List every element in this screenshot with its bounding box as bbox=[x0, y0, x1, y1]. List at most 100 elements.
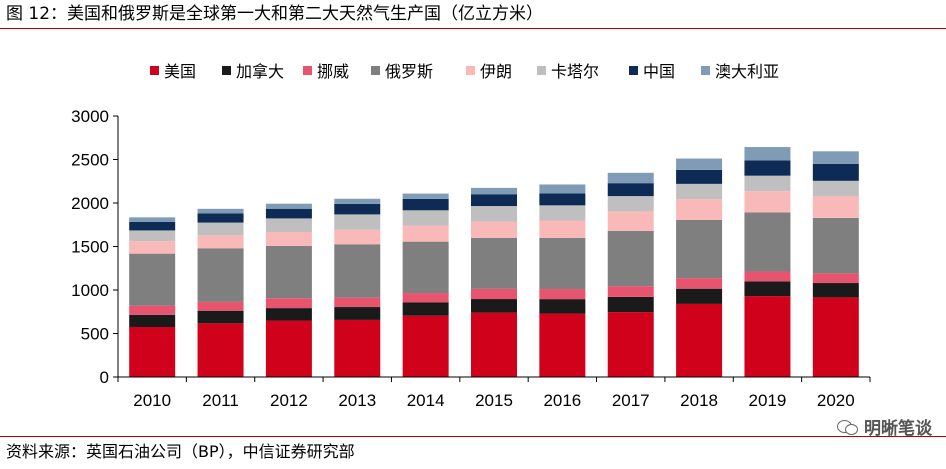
x-tick-label-2014: 2014 bbox=[407, 391, 445, 410]
legend-label-3: 挪威 bbox=[317, 62, 350, 81]
bar-segment-2013-6 bbox=[334, 214, 381, 230]
bar-segment-2020-3 bbox=[812, 273, 859, 284]
bar-segment-2014-3 bbox=[402, 293, 449, 303]
legend-item-4: 俄罗斯 bbox=[371, 58, 433, 82]
y-tick-label-3000: 3000 bbox=[71, 107, 109, 126]
bar-segment-2018-3 bbox=[676, 278, 723, 289]
legend-item-5: 伊朗 bbox=[466, 58, 512, 82]
bar-segment-2015-4 bbox=[471, 237, 517, 289]
legend-swatch-6 bbox=[537, 65, 546, 75]
legend-item-8: 澳大利亚 bbox=[701, 58, 779, 82]
legend-swatch-1 bbox=[150, 65, 159, 75]
bar-segment-2013-4 bbox=[334, 244, 381, 298]
bar-segment-2016-2 bbox=[539, 299, 586, 314]
figure-title: 图 12：美国和俄罗斯是全球第一大和第二大天然气生产国（亿立方米） bbox=[6, 4, 544, 24]
legend-swatch-4 bbox=[371, 65, 380, 75]
bar-segment-2015-8 bbox=[471, 187, 517, 195]
bar-segment-2017-7 bbox=[607, 183, 654, 197]
bar-segment-2016-3 bbox=[539, 289, 586, 300]
bar-segment-2013-8 bbox=[334, 198, 381, 204]
y-tick-label-1500: 1500 bbox=[71, 238, 109, 257]
bar-segment-2015-7 bbox=[471, 194, 517, 207]
legend-item-7: 中国 bbox=[629, 58, 675, 82]
y-tick-label-1000: 1000 bbox=[71, 281, 109, 300]
bar-segment-2010-6 bbox=[129, 230, 176, 242]
legend-label-6: 卡塔尔 bbox=[551, 62, 600, 81]
bar-segment-2020-4 bbox=[812, 217, 859, 274]
bar-segment-2011-4 bbox=[197, 248, 244, 302]
bar-segment-2013-3 bbox=[334, 297, 381, 308]
bar-segment-2017-8 bbox=[607, 172, 654, 184]
bar-segment-2012-5 bbox=[265, 232, 312, 246]
bar-segment-2016-1 bbox=[539, 313, 586, 377]
legend-item-1: 美国 bbox=[150, 58, 196, 82]
bar-segment-2016-5 bbox=[539, 220, 586, 238]
legend-swatch-5 bbox=[466, 65, 475, 75]
bar-segment-2012-8 bbox=[265, 203, 312, 209]
x-tick-label-2011: 2011 bbox=[202, 391, 239, 410]
legend-label-5: 伊朗 bbox=[480, 62, 513, 81]
bar-segment-2012-6 bbox=[265, 218, 312, 233]
bar-segment-2011-8 bbox=[197, 208, 244, 214]
bar-segment-2011-3 bbox=[197, 301, 244, 311]
bar-segment-2010-5 bbox=[129, 241, 176, 254]
legend-label-4: 俄罗斯 bbox=[385, 62, 434, 81]
y-tick-label-2000: 2000 bbox=[71, 194, 109, 213]
bar-segment-2018-1 bbox=[676, 303, 723, 377]
bar-segment-2019-5 bbox=[744, 191, 791, 213]
bar-segment-2017-6 bbox=[607, 196, 654, 212]
legend-swatch-3 bbox=[303, 65, 312, 75]
bar-segment-2015-2 bbox=[471, 299, 517, 313]
legend-swatch-8 bbox=[701, 65, 710, 75]
axes-layer: 0 500 1000 1500 2000 2500 3000 2010 2011 2012 2013… bbox=[71, 107, 871, 410]
y-tick-label-0: 0 bbox=[100, 368, 109, 387]
bar-segment-2011-2 bbox=[197, 310, 244, 324]
legend-swatch-2 bbox=[222, 65, 231, 75]
x-tick-label-2010: 2010 bbox=[133, 391, 171, 410]
bar-segment-2019-3 bbox=[744, 271, 791, 282]
title-divider bbox=[0, 28, 946, 29]
bar-segment-2020-6 bbox=[812, 180, 859, 197]
bar-segment-2010-4 bbox=[129, 253, 176, 306]
legend-label-1: 美国 bbox=[164, 62, 197, 81]
x-tick-label-2012: 2012 bbox=[270, 391, 308, 410]
bar-segment-2014-8 bbox=[402, 193, 449, 199]
bar-segment-2018-4 bbox=[676, 219, 723, 279]
bar-segment-2019-6 bbox=[744, 175, 791, 192]
bar-segment-2010-7 bbox=[129, 221, 176, 231]
bar-segment-2011-6 bbox=[197, 222, 244, 236]
y-tick-label-2500: 2500 bbox=[71, 151, 109, 170]
wechat-icon bbox=[837, 419, 859, 435]
bar-segment-2013-2 bbox=[334, 307, 381, 320]
x-tick-label-2016: 2016 bbox=[543, 391, 581, 410]
bar-segment-2013-7 bbox=[334, 203, 381, 215]
legend-label-2: 加拿大 bbox=[236, 62, 285, 81]
bar-segment-2014-7 bbox=[402, 198, 449, 211]
legend-swatch-7 bbox=[629, 65, 638, 75]
y-tick-label-500: 500 bbox=[81, 325, 109, 344]
x-tick-label-2015: 2015 bbox=[475, 391, 513, 410]
watermark: 明晰笔谈 bbox=[837, 414, 932, 439]
chart-legend: 美国 加拿大 挪威 俄罗斯 伊朗 卡塔尔 中国 澳大利亚 bbox=[0, 58, 946, 82]
bar-segment-2012-2 bbox=[265, 308, 312, 321]
bar-segment-2018-2 bbox=[676, 288, 723, 304]
bar-segment-2011-1 bbox=[197, 323, 244, 377]
x-tick-label-2019: 2019 bbox=[749, 391, 787, 410]
bar-segment-2020-7 bbox=[812, 163, 859, 181]
bar-segment-2013-5 bbox=[334, 229, 381, 245]
bar-segment-2015-3 bbox=[471, 288, 517, 300]
bar-segment-2012-1 bbox=[265, 320, 312, 377]
bar-segment-2017-1 bbox=[607, 312, 654, 377]
x-tick-label-2017: 2017 bbox=[612, 391, 650, 410]
x-tick-label-2020: 2020 bbox=[817, 391, 855, 410]
bar-segment-2014-2 bbox=[402, 302, 449, 316]
bar-segment-2010-1 bbox=[129, 326, 176, 377]
bar-segment-2012-7 bbox=[265, 208, 312, 219]
legend-label-8: 澳大利亚 bbox=[715, 62, 780, 81]
bar-segment-2016-4 bbox=[539, 237, 586, 290]
bar-segment-2020-8 bbox=[812, 151, 859, 164]
legend-label-7: 中国 bbox=[643, 62, 676, 81]
bar-segment-2016-6 bbox=[539, 205, 586, 221]
bar-segment-2015-1 bbox=[471, 312, 517, 377]
